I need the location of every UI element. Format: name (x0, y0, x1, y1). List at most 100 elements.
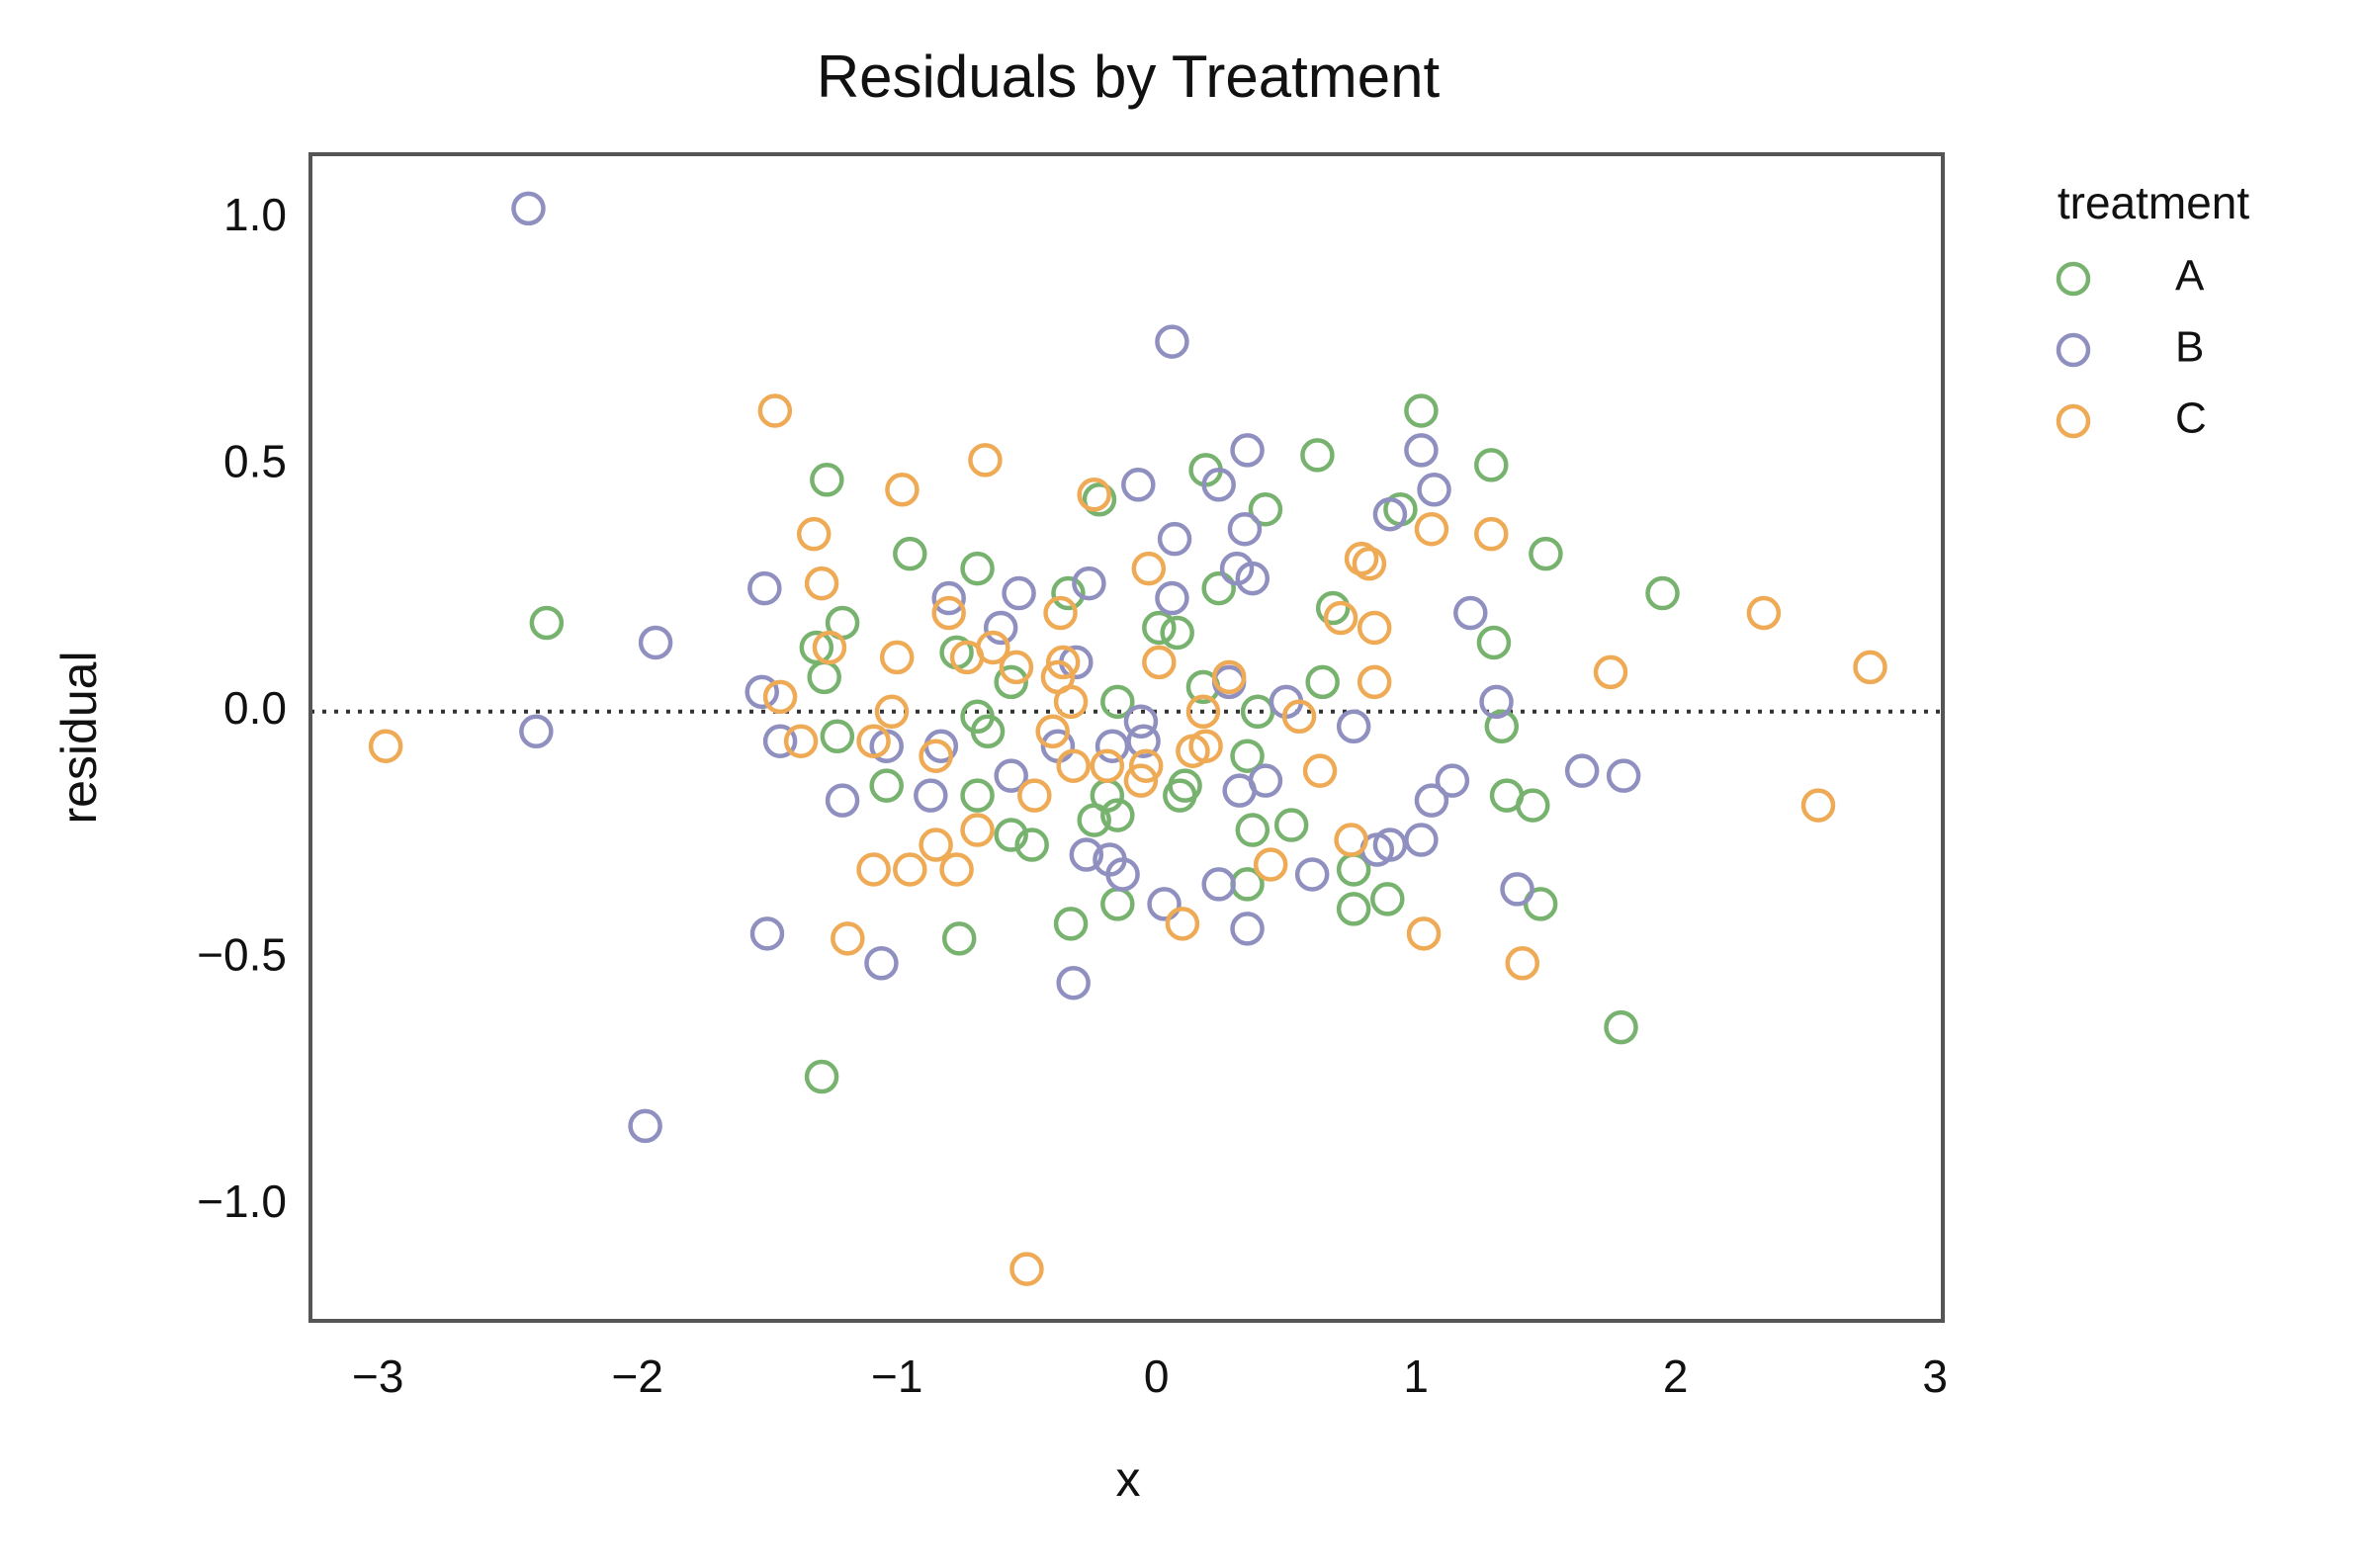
point (1002, 575, 1036, 611)
point (1372, 496, 1408, 532)
point (1404, 433, 1439, 468)
legend-marker (2056, 332, 2091, 368)
point (1142, 645, 1177, 680)
point (1155, 324, 1189, 359)
point (1336, 892, 1371, 926)
point (893, 852, 927, 887)
x-tick-label: −1 (871, 1350, 922, 1402)
y-tick-label: 0.5 (223, 435, 287, 486)
point (1414, 511, 1449, 547)
point (1414, 783, 1449, 818)
point (1165, 907, 1200, 941)
point (1357, 610, 1392, 646)
point (1248, 763, 1283, 798)
point (1474, 448, 1509, 482)
legend-label: B (2175, 323, 2204, 372)
point (796, 516, 832, 552)
point (1082, 482, 1117, 517)
point (1017, 778, 1052, 813)
point (1014, 828, 1049, 862)
point (939, 852, 974, 887)
point (762, 724, 798, 758)
point (1090, 748, 1125, 783)
legend-marker (2056, 403, 2091, 439)
point (994, 758, 1028, 793)
legend-label: A (2175, 252, 2205, 301)
point (1853, 650, 1887, 685)
point (1500, 872, 1534, 907)
point (1476, 625, 1512, 660)
point (1505, 946, 1540, 981)
point (914, 778, 948, 813)
point (804, 566, 839, 601)
y-tick-label: 1.0 (223, 189, 287, 240)
point (1529, 536, 1563, 571)
point (1479, 684, 1514, 720)
point (1406, 916, 1442, 951)
point (1100, 798, 1135, 832)
point (1230, 433, 1265, 468)
point (1188, 729, 1223, 763)
point (1230, 912, 1265, 946)
point (856, 724, 891, 758)
point (1069, 837, 1104, 872)
point (1201, 468, 1236, 502)
point (1334, 823, 1368, 857)
point (1235, 561, 1270, 596)
legend-label: C (2175, 394, 2207, 443)
point (1593, 654, 1628, 690)
point (1645, 575, 1680, 611)
point (1404, 393, 1439, 428)
point (745, 674, 779, 710)
point (879, 640, 915, 675)
point (1453, 595, 1488, 631)
point (1123, 763, 1159, 798)
point (1131, 551, 1167, 586)
point (999, 650, 1034, 685)
point (1302, 753, 1338, 788)
point (1128, 748, 1164, 783)
legend-marker (2056, 261, 2091, 297)
point (1051, 575, 1086, 611)
y-tick-label: 0.0 (223, 682, 287, 734)
point (762, 679, 798, 715)
point (1352, 546, 1387, 581)
point (1142, 610, 1177, 646)
point (812, 630, 847, 665)
point (1035, 714, 1070, 749)
point (1201, 570, 1236, 606)
point (931, 595, 966, 631)
y-tick-label: −1.0 (197, 1176, 287, 1227)
point (960, 778, 995, 813)
point (1523, 887, 1558, 921)
point (1009, 1252, 1044, 1286)
point (1230, 739, 1265, 773)
point (919, 739, 953, 773)
plot-frame (308, 152, 1945, 1323)
point (1056, 965, 1091, 1001)
point (1211, 659, 1247, 695)
point (783, 724, 819, 758)
point (1185, 694, 1221, 730)
point (1105, 857, 1140, 892)
point (968, 443, 1003, 478)
point (864, 946, 899, 981)
point (1157, 521, 1192, 557)
point (1053, 684, 1089, 720)
point (810, 463, 844, 497)
point (1370, 882, 1405, 916)
point (1294, 857, 1330, 892)
point (1800, 788, 1836, 823)
point (874, 694, 910, 730)
point (1484, 709, 1520, 744)
point (994, 818, 1028, 852)
point (1100, 684, 1135, 720)
x-tick-label: −2 (611, 1350, 662, 1402)
point (529, 605, 565, 641)
y-tick-label: −0.5 (197, 928, 287, 980)
point (1045, 645, 1081, 680)
point (1155, 580, 1189, 616)
point (638, 625, 673, 660)
series (368, 393, 1887, 1286)
